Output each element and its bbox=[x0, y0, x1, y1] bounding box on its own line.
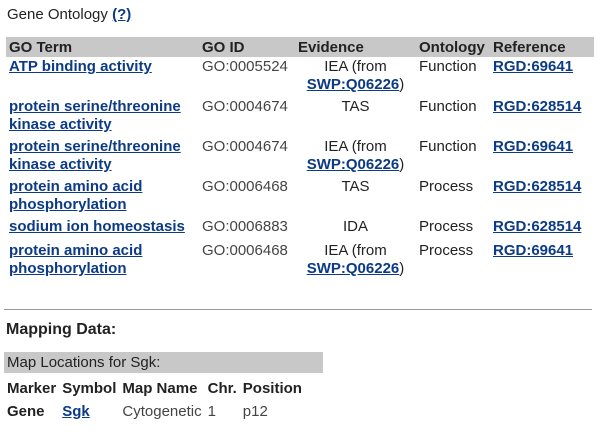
gene-ontology-heading: Gene Ontology (?) bbox=[7, 6, 131, 23]
col-map-name: Map Name bbox=[122, 379, 198, 397]
marker: Gene bbox=[7, 402, 45, 420]
col-ontology: Ontology bbox=[416, 37, 490, 57]
go-term-link[interactable]: ATP binding activity bbox=[9, 58, 152, 75]
ontology: Process bbox=[419, 178, 474, 195]
position: p12 bbox=[242, 402, 268, 420]
go-table-header: GO Term GO ID Evidence Ontology Referenc… bbox=[6, 37, 594, 57]
go-id: GO:0006468 bbox=[202, 242, 288, 259]
ontology: Function bbox=[419, 138, 477, 155]
evidence-source-link[interactable]: SWP:Q06226 bbox=[306, 260, 400, 277]
go-id: GO:0004674 bbox=[202, 138, 288, 155]
evidence-code: IEA (from bbox=[324, 242, 387, 259]
col-marker: Marker bbox=[7, 379, 57, 397]
col-symbol: Symbol bbox=[62, 379, 117, 397]
evidence-code: IDA bbox=[342, 218, 368, 235]
table-row: protein serine/threonine kinase activity… bbox=[6, 137, 594, 177]
symbol-link[interactable]: Sgk bbox=[62, 402, 90, 420]
go-term-link[interactable]: protein serine/threonine kinase activity bbox=[9, 138, 181, 173]
table-row: protein serine/threonine kinase activity… bbox=[6, 97, 594, 137]
ontology: Function bbox=[419, 58, 477, 75]
evidence-code: TAS bbox=[341, 178, 370, 195]
gene-ontology-title: Gene Ontology bbox=[7, 6, 108, 23]
evidence-code: IEA (from bbox=[324, 58, 387, 75]
ontology: Process bbox=[419, 242, 474, 259]
table-row: Gene Sgk Cytogenetic 1 p12 bbox=[4, 398, 305, 424]
evidence-source-link[interactable]: SWP:Q06226 bbox=[306, 76, 400, 93]
gene-ontology-table: GO Term GO ID Evidence Ontology Referenc… bbox=[6, 37, 594, 281]
go-term-link[interactable]: protein serine/threonine kinase activity bbox=[9, 98, 181, 133]
evidence-suffix: ) bbox=[399, 76, 405, 93]
go-term-link[interactable]: sodium ion homeostasis bbox=[9, 218, 185, 235]
map-name: Cytogenetic bbox=[122, 402, 202, 420]
col-evidence: Evidence bbox=[295, 37, 416, 57]
reference-link[interactable]: RGD:69641 bbox=[493, 58, 574, 75]
reference-link[interactable]: RGD:628514 bbox=[493, 178, 582, 195]
evidence-suffix: ) bbox=[399, 156, 405, 173]
col-reference: Reference bbox=[490, 37, 594, 57]
col-position: Position bbox=[242, 379, 302, 397]
evidence-suffix: ) bbox=[399, 260, 405, 277]
mapping-data-heading: Mapping Data: bbox=[6, 321, 117, 338]
evidence-cell: IEA (from SWP:Q06226) bbox=[295, 57, 416, 97]
table-row: sodium ion homeostasis GO:0006883 IDA Pr… bbox=[6, 217, 594, 241]
help-link[interactable]: (?) bbox=[112, 6, 132, 23]
go-term-link[interactable]: protein amino acid phosphorylation bbox=[9, 178, 143, 213]
col-go-term: GO Term bbox=[6, 37, 199, 57]
section-divider bbox=[4, 309, 592, 310]
reference-link[interactable]: RGD:69641 bbox=[493, 138, 574, 155]
chromosome: 1 bbox=[207, 402, 216, 420]
table-row: protein amino acid phosphorylation GO:00… bbox=[6, 241, 594, 281]
evidence-code: IEA (from bbox=[324, 138, 387, 155]
reference-link[interactable]: RGD:628514 bbox=[493, 218, 582, 235]
map-locations-table: Marker Symbol Map Name Chr. Position Gen… bbox=[4, 378, 305, 424]
col-chr: Chr. bbox=[207, 379, 237, 397]
evidence-cell: IEA (from SWP:Q06226) bbox=[295, 241, 416, 281]
evidence-cell: IEA (from SWP:Q06226) bbox=[295, 137, 416, 177]
map-locations-header: Map Locations for Sgk: bbox=[4, 352, 323, 373]
table-row: protein amino acid phosphorylation GO:00… bbox=[6, 177, 594, 217]
go-id: GO:0004674 bbox=[202, 98, 288, 115]
evidence-source-link[interactable]: SWP:Q06226 bbox=[306, 156, 400, 173]
go-id: GO:0006883 bbox=[202, 218, 288, 235]
reference-link[interactable]: RGD:69641 bbox=[493, 242, 574, 259]
ontology: Function bbox=[419, 98, 477, 115]
go-term-link[interactable]: protein amino acid phosphorylation bbox=[9, 242, 143, 277]
table-row: ATP binding activity GO:0005524 IEA (fro… bbox=[6, 57, 594, 97]
go-id: GO:0006468 bbox=[202, 178, 288, 195]
evidence-code: TAS bbox=[341, 98, 370, 115]
ontology: Process bbox=[419, 218, 474, 235]
map-table-header: Marker Symbol Map Name Chr. Position bbox=[4, 378, 305, 398]
go-id: GO:0005524 bbox=[202, 58, 288, 75]
col-go-id: GO ID bbox=[199, 37, 295, 57]
reference-link[interactable]: RGD:628514 bbox=[493, 98, 582, 115]
